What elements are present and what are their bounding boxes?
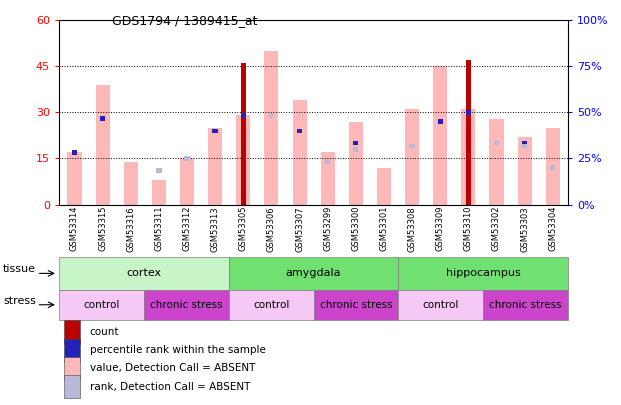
Bar [292,100,307,205]
Text: control: control [423,300,459,310]
Bar [59,257,229,290]
Bar [265,51,278,205]
Bar [466,60,471,205]
Bar [433,66,447,205]
Bar [184,156,189,161]
Bar [68,152,81,205]
Bar [466,110,471,115]
Text: hippocampus: hippocampus [446,269,521,278]
Text: tissue: tissue [3,264,36,275]
Bar [438,119,443,124]
Bar [353,141,358,145]
Bar [72,150,77,155]
Bar [180,158,194,205]
Bar [229,290,314,320]
Bar [399,257,568,290]
Bar [64,339,80,362]
Bar [353,147,358,151]
Bar [517,137,532,205]
Bar [522,141,527,145]
Text: chronic stress: chronic stress [489,300,562,310]
Bar [297,128,302,133]
Bar [409,144,415,149]
Bar [212,128,218,133]
Bar [64,357,80,380]
Text: GDS1794 / 1389415_at: GDS1794 / 1389415_at [112,14,257,27]
Bar [377,168,391,205]
Bar [96,85,110,205]
Text: chronic stress: chronic stress [320,300,392,310]
Bar [546,128,560,205]
Bar [461,109,475,205]
Text: control: control [83,300,120,310]
Bar [64,375,80,399]
Text: chronic stress: chronic stress [150,300,222,310]
Bar [59,290,144,320]
Bar [494,141,499,145]
Bar [144,290,229,320]
Text: percentile rank within the sample: percentile rank within the sample [89,345,265,355]
Bar [405,109,419,205]
Text: cortex: cortex [126,269,161,278]
Bar [399,290,483,320]
Text: stress: stress [3,296,36,306]
Bar [349,122,363,205]
Bar [156,168,161,173]
Bar [152,180,166,205]
Bar [100,116,106,121]
Bar [320,152,335,205]
Bar [64,320,80,343]
Bar [314,290,399,320]
Bar [483,290,568,320]
Bar [236,115,250,205]
Text: control: control [253,300,289,310]
Bar [156,168,161,173]
Text: count: count [89,327,119,337]
Bar [489,119,504,205]
Bar [269,113,274,118]
Bar [240,63,246,205]
Text: rank, Detection Call = ABSENT: rank, Detection Call = ABSENT [89,382,250,392]
Text: value, Detection Call = ABSENT: value, Detection Call = ABSENT [89,363,255,373]
Bar [522,144,527,149]
Bar [325,159,330,164]
Bar [208,128,222,205]
Bar [494,141,499,145]
Bar [229,257,399,290]
Text: amygdala: amygdala [286,269,342,278]
Bar [325,159,330,164]
Bar [550,165,555,170]
Bar [240,113,246,118]
Bar [124,162,138,205]
